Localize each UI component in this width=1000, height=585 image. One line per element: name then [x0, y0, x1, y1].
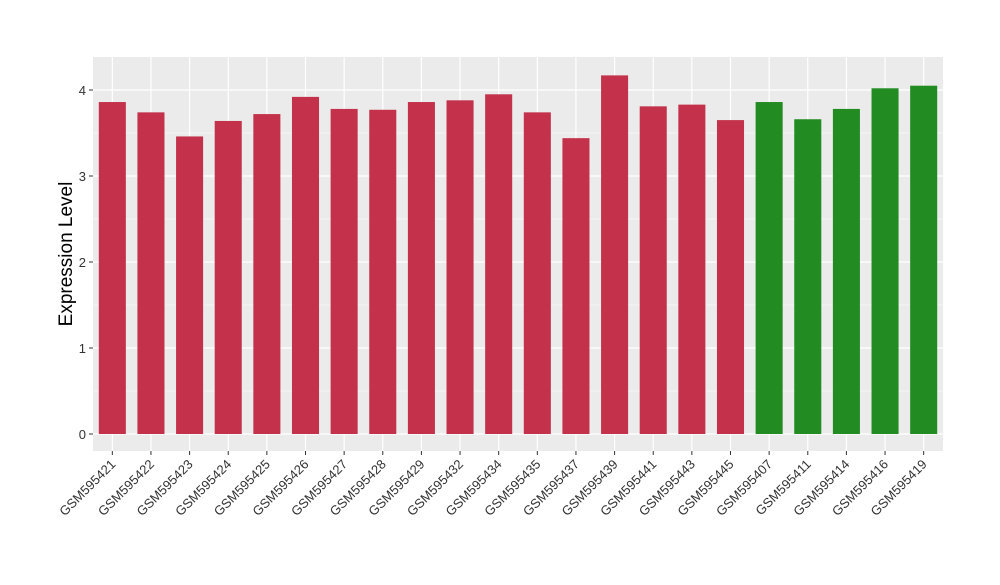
bar-GSM595425 — [253, 114, 281, 434]
bar-GSM595443 — [678, 104, 706, 435]
bar-GSM595419 — [910, 85, 938, 434]
y-tick-label: 3 — [79, 169, 86, 184]
bar-GSM595422 — [137, 112, 165, 435]
bar-GSM595414 — [832, 108, 860, 435]
bar-GSM595421 — [98, 102, 126, 434]
y-tick-label: 0 — [79, 427, 86, 442]
bar-GSM595435 — [523, 112, 551, 435]
bar-GSM595426 — [291, 96, 320, 434]
y-tick-label: 4 — [79, 83, 86, 98]
bar-GSM595423 — [176, 136, 204, 434]
y-tick-label: 1 — [79, 341, 86, 356]
y-tick-label: 2 — [79, 255, 86, 270]
bar-GSM595407 — [755, 102, 783, 434]
bar-GSM595441 — [639, 106, 667, 434]
y-axis-label: Expression Level — [56, 182, 77, 327]
bar-GSM595427 — [330, 108, 358, 435]
bar-GSM595416 — [871, 88, 899, 434]
bar-GSM595428 — [369, 109, 397, 434]
bar-GSM595445 — [716, 120, 745, 434]
bar-GSM595434 — [485, 94, 513, 435]
bar-GSM595424 — [214, 120, 242, 435]
bar-GSM595432 — [446, 100, 474, 434]
bar-GSM595429 — [407, 102, 435, 434]
bar-GSM595437 — [562, 138, 590, 434]
bar-GSM595439 — [601, 75, 629, 434]
bar-GSM595411 — [794, 119, 822, 435]
